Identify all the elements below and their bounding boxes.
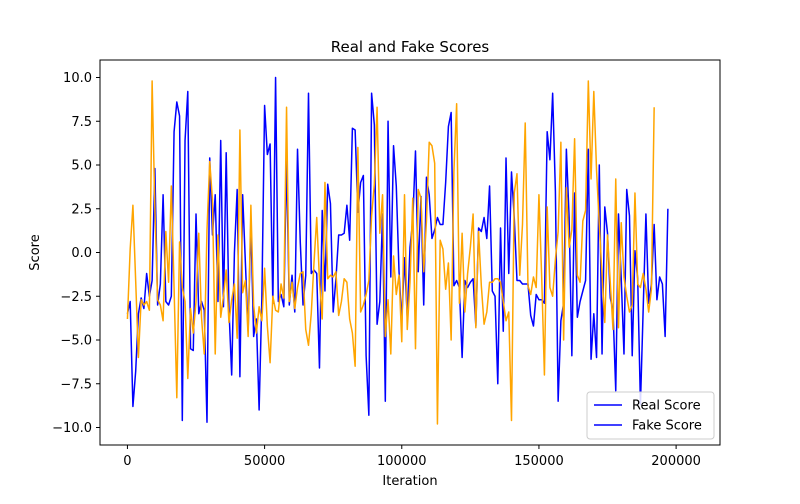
y-tick-label: −5.0 — [60, 334, 92, 349]
x-tick-label: 50000 — [244, 454, 285, 469]
y-tick-label: −2.5 — [60, 290, 92, 305]
y-tick-label: 10.0 — [63, 71, 92, 86]
legend-label-real-score: Real Score — [632, 399, 701, 414]
y-tick-label: −10.0 — [52, 421, 92, 436]
y-tick-label: 2.5 — [71, 202, 92, 217]
plot-lines — [126, 76, 669, 425]
y-axis-label: Score — [28, 234, 43, 270]
y-tick-label: 5.0 — [71, 159, 92, 174]
y-axis: −10.0 −7.5 −5.0 −2.5 0.0 2.5 5.0 7.5 10.0 — [52, 71, 100, 436]
y-tick-label: −7.5 — [60, 377, 92, 392]
x-tick-label: 200000 — [651, 454, 701, 469]
x-tick-label: 150000 — [514, 454, 564, 469]
x-axis: 0 50000 100000 150000 200000 — [123, 445, 701, 469]
y-tick-label: 0.0 — [71, 246, 92, 261]
x-tick-label: 100000 — [377, 454, 427, 469]
y-tick-label: 7.5 — [71, 115, 92, 130]
series-line-fake-score — [126, 80, 655, 425]
chart-title: Real and Fake Scores — [331, 38, 490, 56]
x-axis-label: Iteration — [382, 474, 437, 489]
legend-box — [586, 391, 715, 440]
x-tick-label: 0 — [123, 454, 131, 469]
legend-label-fake-score: Fake Score — [632, 419, 702, 434]
legend: Real Score Fake Score — [586, 391, 715, 440]
